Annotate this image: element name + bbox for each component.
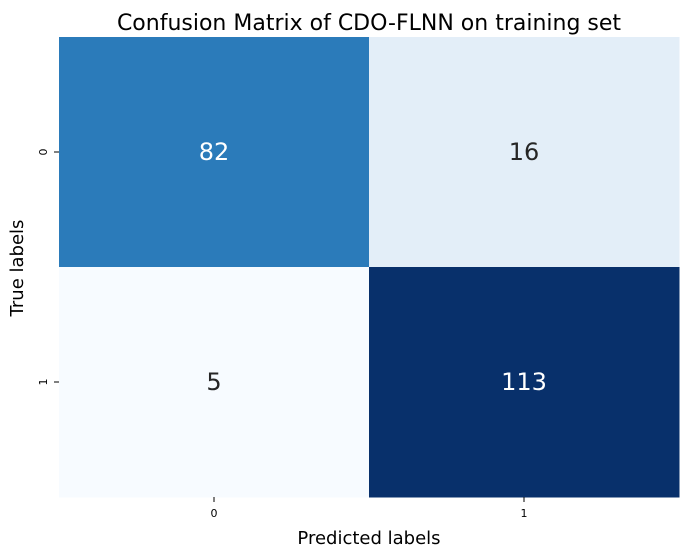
cell-value-0-0: 82 [199,138,230,166]
heatmap-cell-0-0 [59,37,370,268]
cell-value-1-0: 5 [206,368,221,396]
heatmap-cell-1-0 [59,267,370,498]
heatmap-cells: 82 16 5 113 [59,37,680,498]
cell-value-0-1: 16 [509,138,540,166]
y-tick-label: 1 [37,379,50,386]
cell-value-1-1: 113 [501,368,547,396]
y-axis-label: True labels [7,220,28,318]
heatmap-cell-0-1 [369,37,680,268]
x-axis-label: Predicted labels [297,528,440,549]
y-tick-label: 0 [37,149,50,156]
x-tick-label: 0 [211,507,218,520]
x-tick-label: 1 [521,507,528,520]
chart-title: Confusion Matrix of CDO-FLNN on training… [117,11,621,36]
heatmap-cell-1-1 [369,267,680,498]
y-axis-ticks: 01 [37,149,59,386]
